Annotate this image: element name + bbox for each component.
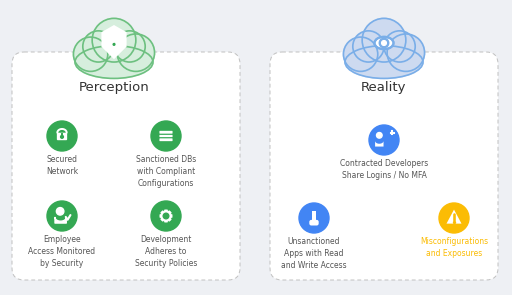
Polygon shape	[312, 211, 316, 222]
Circle shape	[387, 34, 424, 71]
Circle shape	[151, 121, 181, 151]
Polygon shape	[446, 209, 461, 224]
Ellipse shape	[75, 46, 153, 78]
Text: Employee
Access Monitored
by Security: Employee Access Monitored by Security	[29, 235, 96, 268]
Circle shape	[151, 201, 181, 231]
Circle shape	[353, 31, 384, 62]
Polygon shape	[375, 141, 383, 147]
Text: Secured
Network: Secured Network	[46, 155, 78, 176]
Circle shape	[117, 34, 155, 71]
Text: Sanctioned DBs
with Compliant
Configurations: Sanctioned DBs with Compliant Configurat…	[136, 155, 196, 188]
Ellipse shape	[345, 46, 423, 78]
Circle shape	[114, 31, 145, 62]
FancyBboxPatch shape	[12, 52, 240, 280]
Circle shape	[73, 37, 108, 71]
Circle shape	[163, 213, 169, 219]
Text: Misconfigurations
and Exposures: Misconfigurations and Exposures	[420, 237, 488, 258]
FancyBboxPatch shape	[309, 220, 318, 225]
Circle shape	[384, 31, 415, 62]
Text: Contracted Developers
Share Logins / No MFA: Contracted Developers Share Logins / No …	[340, 159, 428, 180]
Circle shape	[47, 201, 77, 231]
Polygon shape	[101, 25, 126, 59]
Text: Development
Adheres to
Security Policies: Development Adheres to Security Policies	[135, 235, 197, 268]
FancyBboxPatch shape	[159, 131, 173, 134]
Circle shape	[92, 18, 136, 62]
FancyBboxPatch shape	[159, 138, 173, 141]
Circle shape	[299, 203, 329, 233]
Circle shape	[344, 37, 378, 71]
Polygon shape	[159, 209, 173, 222]
Circle shape	[376, 132, 382, 138]
FancyBboxPatch shape	[159, 135, 173, 137]
Circle shape	[439, 203, 469, 233]
Circle shape	[83, 31, 114, 62]
Text: Reality: Reality	[361, 81, 407, 94]
Circle shape	[56, 208, 64, 215]
Circle shape	[369, 125, 399, 155]
Circle shape	[379, 38, 389, 48]
Ellipse shape	[374, 37, 394, 49]
Circle shape	[113, 44, 115, 45]
FancyBboxPatch shape	[57, 133, 67, 140]
Text: Perception: Perception	[79, 81, 150, 94]
Text: Unsanctioned
Apps with Read
and Write Access: Unsanctioned Apps with Read and Write Ac…	[281, 237, 347, 270]
Circle shape	[60, 135, 63, 138]
FancyBboxPatch shape	[111, 42, 117, 46]
FancyBboxPatch shape	[270, 52, 498, 280]
Circle shape	[47, 121, 77, 151]
Circle shape	[362, 18, 406, 62]
Circle shape	[381, 41, 387, 45]
